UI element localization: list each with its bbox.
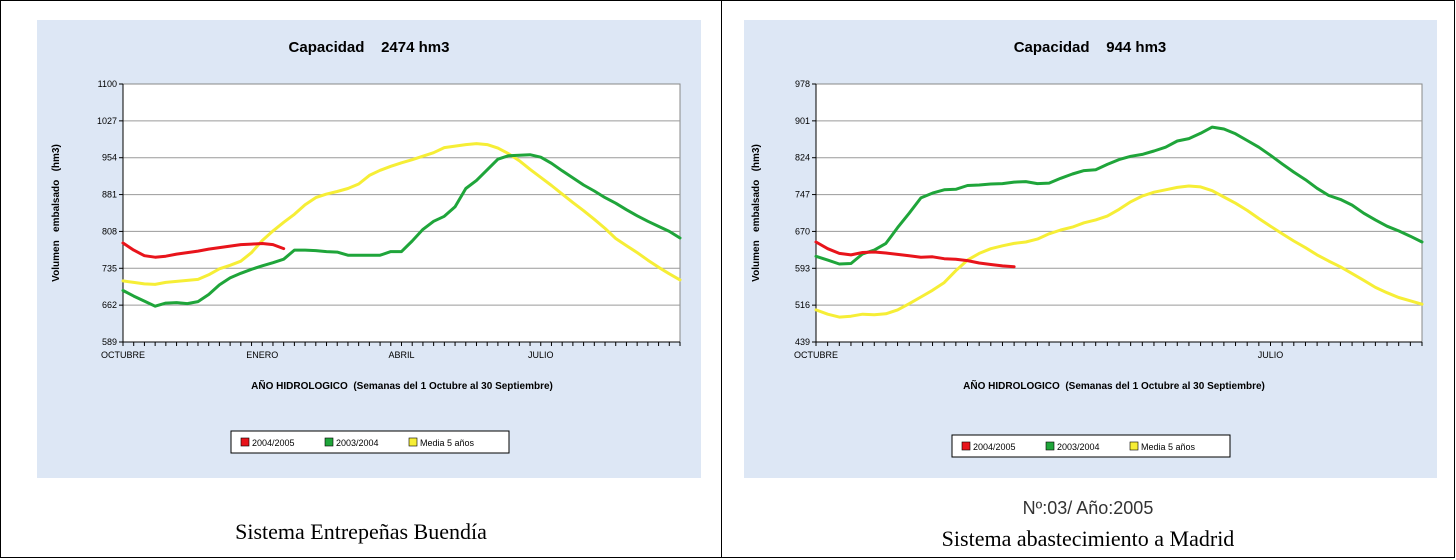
plot-area — [122, 83, 681, 343]
bulletin-number: Nº:03/ Año:2005 — [1022, 498, 1154, 518]
chart-cell-right: Capacidad 944 hm3 978 901 824 747 670 593 516 43… — [722, 0, 1455, 558]
legend-swatch — [324, 437, 334, 447]
y-tick-label: 439 — [795, 337, 810, 347]
y-tick-label: 808 — [102, 226, 117, 236]
y-tick-label: 516 — [795, 300, 810, 310]
y-tick-label: 824 — [795, 153, 810, 163]
legend-label: Media 5 años — [420, 438, 475, 448]
line-chart: Capacidad 944 hm3 978 901 824 747 670 593 516 43… — [751, 39, 1424, 458]
legend-label: 2004/2005 — [973, 442, 1016, 452]
y-tick-label: 1027 — [97, 116, 117, 126]
legend-swatch — [1129, 441, 1139, 451]
y-tick-label: 589 — [102, 337, 117, 347]
series-line-2003-2004 — [814, 125, 1424, 266]
chart-panel: Capacidad 2474 hm3 1100 1027 954 881 808 735 66… — [37, 20, 701, 478]
chart-cell-left: Capacidad 2474 hm3 1100 1027 954 881 808 735 66… — [0, 0, 722, 558]
y-tick-label: 670 — [795, 226, 810, 236]
legend-swatch — [961, 441, 971, 451]
x-tick-label: ENERO — [246, 350, 278, 360]
series-line-2004-2005 — [814, 240, 1016, 269]
x-tick-label: JULIO — [1258, 350, 1284, 360]
chart-panel: Capacidad 944 hm3 978 901 824 747 670 593 516 43… — [744, 20, 1437, 478]
line-chart: Capacidad 2474 hm3 1100 1027 954 881 808 735 66… — [51, 39, 682, 454]
x-tick-label: JULIO — [528, 350, 554, 360]
y-tick-label: 901 — [795, 116, 810, 126]
x-axis-label: AÑO HIDROLOGICO (Semanas del 1 Octubre a… — [963, 379, 1265, 392]
caption: Sistema abastecimiento a Madrid — [941, 526, 1235, 551]
y-axis-label: Volumen embalsado (hm3) — [51, 144, 62, 282]
caption: Sistema Entrepeñas Buendía — [235, 519, 487, 544]
series-line-media-5-anos — [121, 142, 682, 286]
legend-label: 2003/2004 — [336, 438, 379, 448]
y-tick-label: 881 — [102, 190, 117, 200]
y-tick-label: 747 — [795, 190, 810, 200]
legend-label: 2003/2004 — [1057, 442, 1100, 452]
x-tick-label: OCTUBRE — [101, 350, 145, 360]
y-tick-label: 1100 — [98, 79, 117, 89]
y-axis-label: Volumen embalsado (hm3) — [751, 144, 762, 282]
x-tick-label: ABRIL — [388, 350, 414, 360]
legend-swatch — [408, 437, 418, 447]
x-axis-label: AÑO HIDROLOGICO (Semanas del 1 Octubre a… — [251, 379, 553, 392]
legend-label: 2004/2005 — [252, 438, 295, 448]
legend-label: Media 5 años — [1141, 442, 1196, 452]
y-tick-label: 954 — [102, 153, 117, 163]
chart-title: Capacidad 944 hm3 — [1014, 39, 1167, 56]
chart-title: Capacidad 2474 hm3 — [289, 39, 450, 56]
legend-swatch — [240, 437, 250, 447]
legend-box — [230, 430, 510, 454]
legend-swatch — [1045, 441, 1055, 451]
x-tick-label: OCTUBRE — [794, 350, 838, 360]
y-tick-label: 662 — [102, 300, 117, 310]
legend: 2004/2005 2003/2004 Media 5 años — [230, 430, 510, 454]
series-line-media-5-anos — [814, 184, 1424, 319]
legend-box — [951, 434, 1231, 458]
y-tick-label: 978 — [795, 79, 810, 89]
legend: 2004/2005 2003/2004 Media 5 años — [951, 434, 1231, 458]
series-line-2003-2004 — [121, 153, 682, 308]
series-line-2004-2005 — [121, 241, 286, 259]
y-tick-label: 593 — [795, 263, 810, 273]
y-tick-label: 735 — [102, 263, 117, 273]
